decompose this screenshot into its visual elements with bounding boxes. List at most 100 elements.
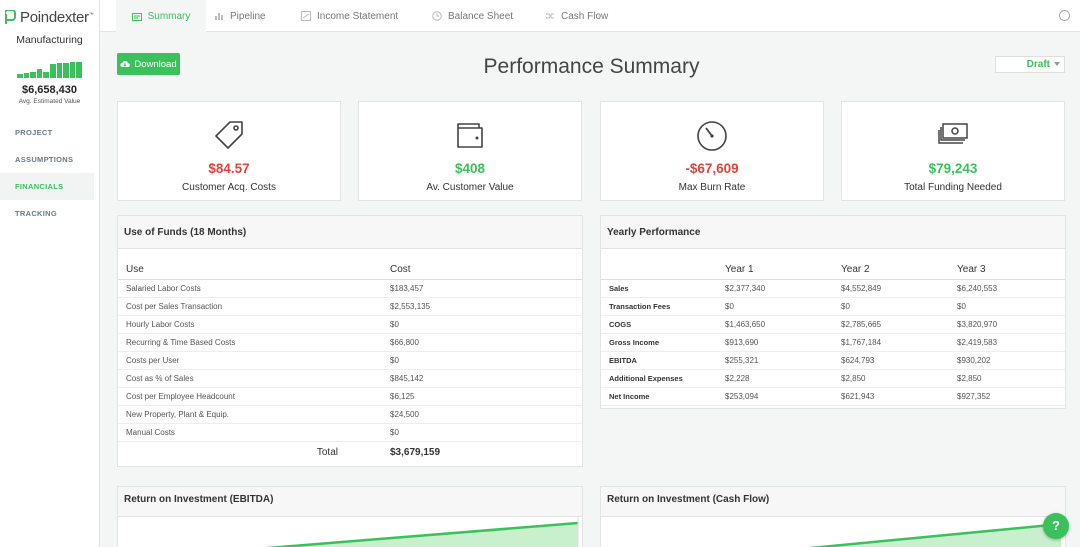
table-row: Hourly Labor Costs $0 <box>118 315 582 334</box>
metric-cell: Net Income <box>601 387 725 406</box>
metric-cell: Sales <box>601 279 725 298</box>
user-account-icon[interactable] <box>1059 10 1070 21</box>
year-value-cell: $913,690 <box>725 333 841 352</box>
table-row: EBITDA $255,321 $624,793 $930,202 <box>601 351 1065 370</box>
mini-bar <box>43 71 49 78</box>
year-value-cell: $2,377,340 <box>725 279 841 298</box>
yearly-performance-panel: Yearly Performance Year 1 Year 2 Year 3 … <box>600 215 1066 409</box>
cost-cell: $0 <box>390 315 582 334</box>
use-of-funds-title: Use of Funds (18 Months) <box>118 216 582 249</box>
price-tag-icon <box>215 121 243 149</box>
table-row: Cost per Employee Headcount $6,125 <box>118 387 582 406</box>
sidebar-item-tracking[interactable]: TRACKING <box>15 209 57 218</box>
mini-bar <box>23 73 30 78</box>
cost-cell: $2,553,135 <box>390 297 582 316</box>
tab-cash-flow-label: Cash Flow <box>561 10 609 22</box>
year-value-cell: $0 <box>841 297 957 316</box>
cost-cell: $0 <box>390 423 582 442</box>
year-value-cell: $927,352 <box>957 387 1065 406</box>
poindexter-logo-icon <box>5 10 16 24</box>
cost-cell: $845,142 <box>390 369 582 388</box>
cloud-download-icon <box>120 61 131 68</box>
clock-icon <box>432 11 442 21</box>
year-value-cell: $3,820,970 <box>957 315 1065 334</box>
year-value-cell: $2,228 <box>725 369 841 388</box>
table-row: Cost per Sales Transaction $2,553,135 <box>118 297 582 316</box>
mini-bar <box>17 74 23 78</box>
tab-pipeline[interactable]: Pipeline <box>214 0 266 32</box>
total-row: Total $3,679,159 <box>118 441 582 463</box>
yearly-performance-table: Year 1 Year 2 Year 3 Sales $2,377,340 $4,5… <box>601 249 1065 406</box>
tab-summary[interactable]: Summary <box>116 0 206 33</box>
shuffle-icon <box>546 13 554 19</box>
wallet-icon <box>457 123 483 148</box>
kpi-value: $408 <box>454 161 486 176</box>
kpi-card-total-funding-needed: $79,243 Total Funding Needed <box>841 101 1065 201</box>
sidebar-item-financials[interactable]: FINANCIALS <box>0 173 94 200</box>
use-cell: Cost as % of Sales <box>118 369 390 388</box>
mini-bar <box>36 69 43 78</box>
roi-cash-flow-chart <box>810 522 1062 547</box>
table-row: Recurring & Time Based Costs $66,800 <box>118 333 582 352</box>
table-row: New Property, Plant & Equip. $24,500 <box>118 405 582 424</box>
brand-name: Poindexter™ <box>20 8 94 26</box>
use-cell: Manual Costs <box>118 423 390 442</box>
year-value-cell: $253,094 <box>725 387 841 406</box>
logo[interactable]: Poindexter™ <box>0 0 99 28</box>
cost-cell: $6,125 <box>390 387 582 406</box>
kpi-card-av-customer-value: $408 Av. Customer Value <box>358 101 582 201</box>
mini-bar <box>50 63 56 78</box>
column-header: Year 2 <box>841 249 957 280</box>
sidebar-item-assumptions[interactable]: ASSUMPTIONS <box>15 155 74 164</box>
column-header: Use <box>118 249 390 280</box>
table-row: COGS $1,463,650 $2,785,665 $3,820,970 <box>601 315 1065 334</box>
kpi-value: $79,243 <box>928 161 978 176</box>
sidebar-item-project[interactable]: PROJECT <box>15 128 53 137</box>
tab-balance-sheet[interactable]: Balance Sheet <box>432 0 513 32</box>
kpi-card-max-burn-rate: -$67,609 Max Burn Rate <box>600 101 824 201</box>
year-value-cell: $930,202 <box>957 351 1065 370</box>
use-cell: Salaried Labor Costs <box>118 279 390 298</box>
column-header: Cost <box>390 249 582 280</box>
page-title: Performance Summary <box>483 55 700 78</box>
chevron-down-icon <box>1054 62 1060 66</box>
sidebar: Poindexter™ Manufacturing $6,658,430 Avg… <box>0 0 100 547</box>
kpi-label: Av. Customer Value <box>426 182 514 193</box>
metric-cell: Transaction Fees <box>601 297 725 316</box>
kpi-label: Max Burn Rate <box>678 182 746 193</box>
cost-cell: $24,500 <box>390 405 582 424</box>
column-header: Year 3 <box>957 249 1065 280</box>
tab-income-statement-label: Income Statement <box>317 10 399 22</box>
tab-cash-flow[interactable]: Cash Flow <box>545 0 608 32</box>
industry-label: Manufacturing <box>16 34 83 46</box>
year-value-cell: $624,793 <box>841 351 957 370</box>
total-value: $3,679,159 <box>390 446 441 458</box>
tab-income-statement[interactable]: Income Statement <box>301 0 398 32</box>
roi-cash-flow-title: Return on Investment (Cash Flow) <box>601 487 1065 517</box>
gauge-icon <box>697 121 727 151</box>
mini-bar <box>30 72 36 78</box>
metric-cell: EBITDA <box>601 351 725 370</box>
use-cell: Cost per Employee Headcount <box>118 387 390 406</box>
table-row: Salaried Labor Costs $183,457 <box>118 279 582 298</box>
roi-line <box>810 522 1062 547</box>
year-value-cell: $4,552,849 <box>841 279 957 298</box>
download-button[interactable]: Download <box>117 53 180 75</box>
year-value-cell: $1,767,184 <box>841 333 957 352</box>
column-header <box>601 249 725 280</box>
table-row: Additional Expenses $2,228 $2,850 $2,850 <box>601 369 1065 388</box>
column-header: Year 1 <box>725 249 841 280</box>
document-icon <box>301 11 311 21</box>
kpi-value: -$67,609 <box>685 161 739 176</box>
estimated-value: $6,658,430 <box>21 84 78 96</box>
metric-cell: COGS <box>601 315 725 334</box>
help-button[interactable]: ? <box>1043 513 1069 539</box>
table-row: Cost as % of Sales $845,142 <box>118 369 582 388</box>
year-value-cell: $0 <box>725 297 841 316</box>
roi-line <box>267 521 579 547</box>
year-value-cell: $0 <box>957 297 1065 316</box>
kpi-label: Customer Acq. Costs <box>182 182 276 193</box>
year-value-cell: $2,419,583 <box>957 333 1065 352</box>
roi-ebitda-chart <box>267 517 579 547</box>
status-select[interactable]: Draft <box>995 56 1065 73</box>
